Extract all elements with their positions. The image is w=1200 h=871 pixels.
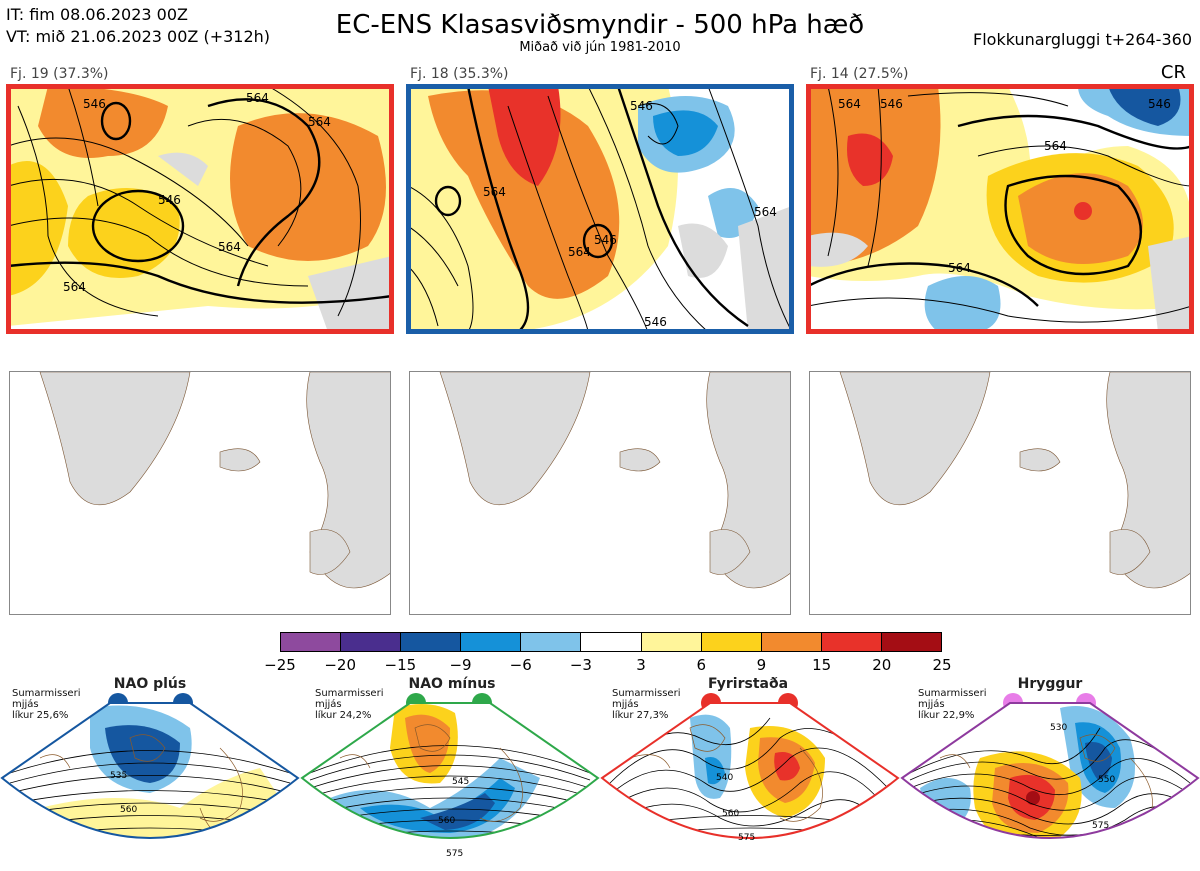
colorbar-tick-label: 3 xyxy=(636,656,646,674)
colorbar-tick-label: 15 xyxy=(812,656,832,674)
page-subtitle: Miðað við jún 1981-2010 xyxy=(519,40,681,55)
colorbar-tick-label: −9 xyxy=(449,656,472,674)
cluster-3-contour-label: 546 xyxy=(1148,97,1171,111)
colorbar-tick-label: 20 xyxy=(872,656,892,674)
cluster-3-contour-label: 546 xyxy=(880,97,903,111)
cluster-1-contour-label: 564 xyxy=(246,91,269,105)
regime-3-months: mjjás xyxy=(612,699,639,710)
regime-2-contour-label: 575 xyxy=(446,849,463,859)
regime-2-contour-label: 545 xyxy=(452,777,469,787)
cluster-3-frame xyxy=(806,84,1194,334)
regime-1-name: NAO plús xyxy=(113,676,187,692)
cluster-2-contour-label: 546 xyxy=(644,315,667,329)
cluster-3-contour-label: 564 xyxy=(948,261,971,275)
regime-3-season: Sumarmisseri xyxy=(612,688,681,699)
cluster-2-contour-label: 564 xyxy=(754,205,777,219)
regime-4-season: Sumarmisseri xyxy=(918,688,987,699)
colorbar-segment xyxy=(880,633,942,651)
regime-2-map[interactable]: 545 560 575 xyxy=(300,698,600,871)
classification-window: Flokkunargluggi t+264-360 xyxy=(973,30,1192,49)
empty-map-1[interactable] xyxy=(9,371,391,615)
regime-1-info: Sumarmisseri mjjás líkur 25,6% xyxy=(12,688,80,721)
cluster-2-contour-label: 546 xyxy=(594,233,617,247)
regime-2-contour-label: 560 xyxy=(438,816,455,826)
regime-3-info: Sumarmisseri mjjás líkur 27,3% xyxy=(612,688,680,721)
regime-2-probability: líkur 24,2% xyxy=(315,710,372,721)
colorbar-tick-label: 9 xyxy=(756,656,767,674)
empty-map-3[interactable] xyxy=(809,371,1191,615)
cluster-2-frame xyxy=(406,84,794,334)
corner-tag: CR xyxy=(1160,62,1186,83)
colorbar-segment xyxy=(640,633,701,651)
regime-4-contour-label: 550 xyxy=(1098,775,1115,785)
colorbar-segment xyxy=(400,633,461,651)
regime-1-probability: líkur 25,6% xyxy=(12,710,69,721)
colorbar-tick-label: −6 xyxy=(509,656,532,674)
regime-3-probability: líkur 27,3% xyxy=(612,710,669,721)
regime-4-contour-label: 530 xyxy=(1050,723,1067,733)
regime-2-info: Sumarmisseri mjjás líkur 24,2% xyxy=(315,688,383,721)
valid-time: VT: mið 21.06.2023 00Z (+312h) xyxy=(6,27,271,46)
cluster-2-contour-label: 564 xyxy=(568,245,591,259)
regime-1-contour-label: 560 xyxy=(120,805,137,815)
colorbar-segment xyxy=(520,633,581,651)
colorbar-tick-label: −3 xyxy=(569,656,592,674)
cluster-1-contour-label: 564 xyxy=(63,280,86,294)
colorbar-segment xyxy=(340,633,401,651)
cluster-2-contour-label: 564 xyxy=(483,185,506,199)
colorbar-tick-label: 6 xyxy=(696,656,707,674)
colorbar-segment xyxy=(760,633,821,651)
regime-4-name: Hryggur xyxy=(1017,676,1083,692)
cluster-3-label: Fj. 14 (27.5%) xyxy=(810,66,909,82)
cluster-1-frame xyxy=(6,84,394,334)
regime-3-name: Fyrirstaða xyxy=(707,676,789,692)
cluster-1-contour-label: 564 xyxy=(218,240,241,254)
cluster-3-contour-label: 564 xyxy=(838,97,861,111)
colorbar-segment xyxy=(281,633,341,651)
cluster-1-contour-label: 546 xyxy=(83,97,106,111)
header-times: IT: fim 08.06.2023 00Z VT: mið 21.06.202… xyxy=(6,4,270,48)
regime-2-name: NAO mínus xyxy=(408,676,496,692)
regime-4-contour-label: 575 xyxy=(1092,821,1109,831)
cluster-1-contour-label: 546 xyxy=(158,193,181,207)
colorbar-tick-label: −25 xyxy=(264,656,296,674)
regime-4-probability: líkur 22,9% xyxy=(918,710,975,721)
cluster-1-map[interactable]: 564 546 564 546 564 564 xyxy=(8,86,392,332)
regime-3-contour-label: 540 xyxy=(716,773,733,783)
regime-3-contour-label: 560 xyxy=(722,809,739,819)
regime-1-months: mjjás xyxy=(12,699,39,710)
regime-4-info: Sumarmisseri mjjás líkur 22,9% xyxy=(918,688,986,721)
cluster-2-map[interactable]: 564 546 564 546 564 546 xyxy=(408,86,792,332)
regime-3-contour-label: 575 xyxy=(738,833,755,843)
regime-row: Sumarmisseri mjjás líkur 25,6% NAO plús xyxy=(0,676,1200,871)
cluster-3-contour-label: 564 xyxy=(1044,139,1067,153)
regime-1-season: Sumarmisseri xyxy=(12,688,81,699)
cluster-3-map[interactable]: 564 546 564 546 564 xyxy=(808,86,1192,332)
colorbar-segment xyxy=(460,633,521,651)
colorbar xyxy=(280,632,942,652)
regime-3-map[interactable]: 540 560 575 xyxy=(600,698,900,871)
regime-2-season: Sumarmisseri xyxy=(315,688,384,699)
colorbar-tick-label: 25 xyxy=(932,656,952,674)
page-title: EC-ENS Klasasviðsmyndir - 500 hPa hæð xyxy=(335,10,865,40)
colorbar-segment xyxy=(820,633,881,651)
regime-4-map[interactable]: 530 550 575 xyxy=(900,698,1200,871)
cluster-1-label: Fj. 19 (37.3%) xyxy=(10,66,109,82)
init-time: IT: fim 08.06.2023 00Z xyxy=(6,5,188,24)
colorbar-segment xyxy=(700,633,761,651)
empty-map-2[interactable] xyxy=(409,371,791,615)
regime-4-months: mjjás xyxy=(918,699,945,710)
regime-1-contour-label: 535 xyxy=(110,771,127,781)
cluster-1-contour-label: 564 xyxy=(308,115,331,129)
regime-1-map[interactable]: 535 560 xyxy=(0,698,300,871)
regime-2-months: mjjás xyxy=(315,699,342,710)
colorbar-tick-label: −20 xyxy=(324,656,356,674)
colorbar-tick-label: −15 xyxy=(384,656,417,674)
cluster-2-label: Fj. 18 (35.3%) xyxy=(410,66,509,82)
cluster-2-contour-label: 546 xyxy=(630,99,653,113)
colorbar-segment xyxy=(580,633,641,651)
